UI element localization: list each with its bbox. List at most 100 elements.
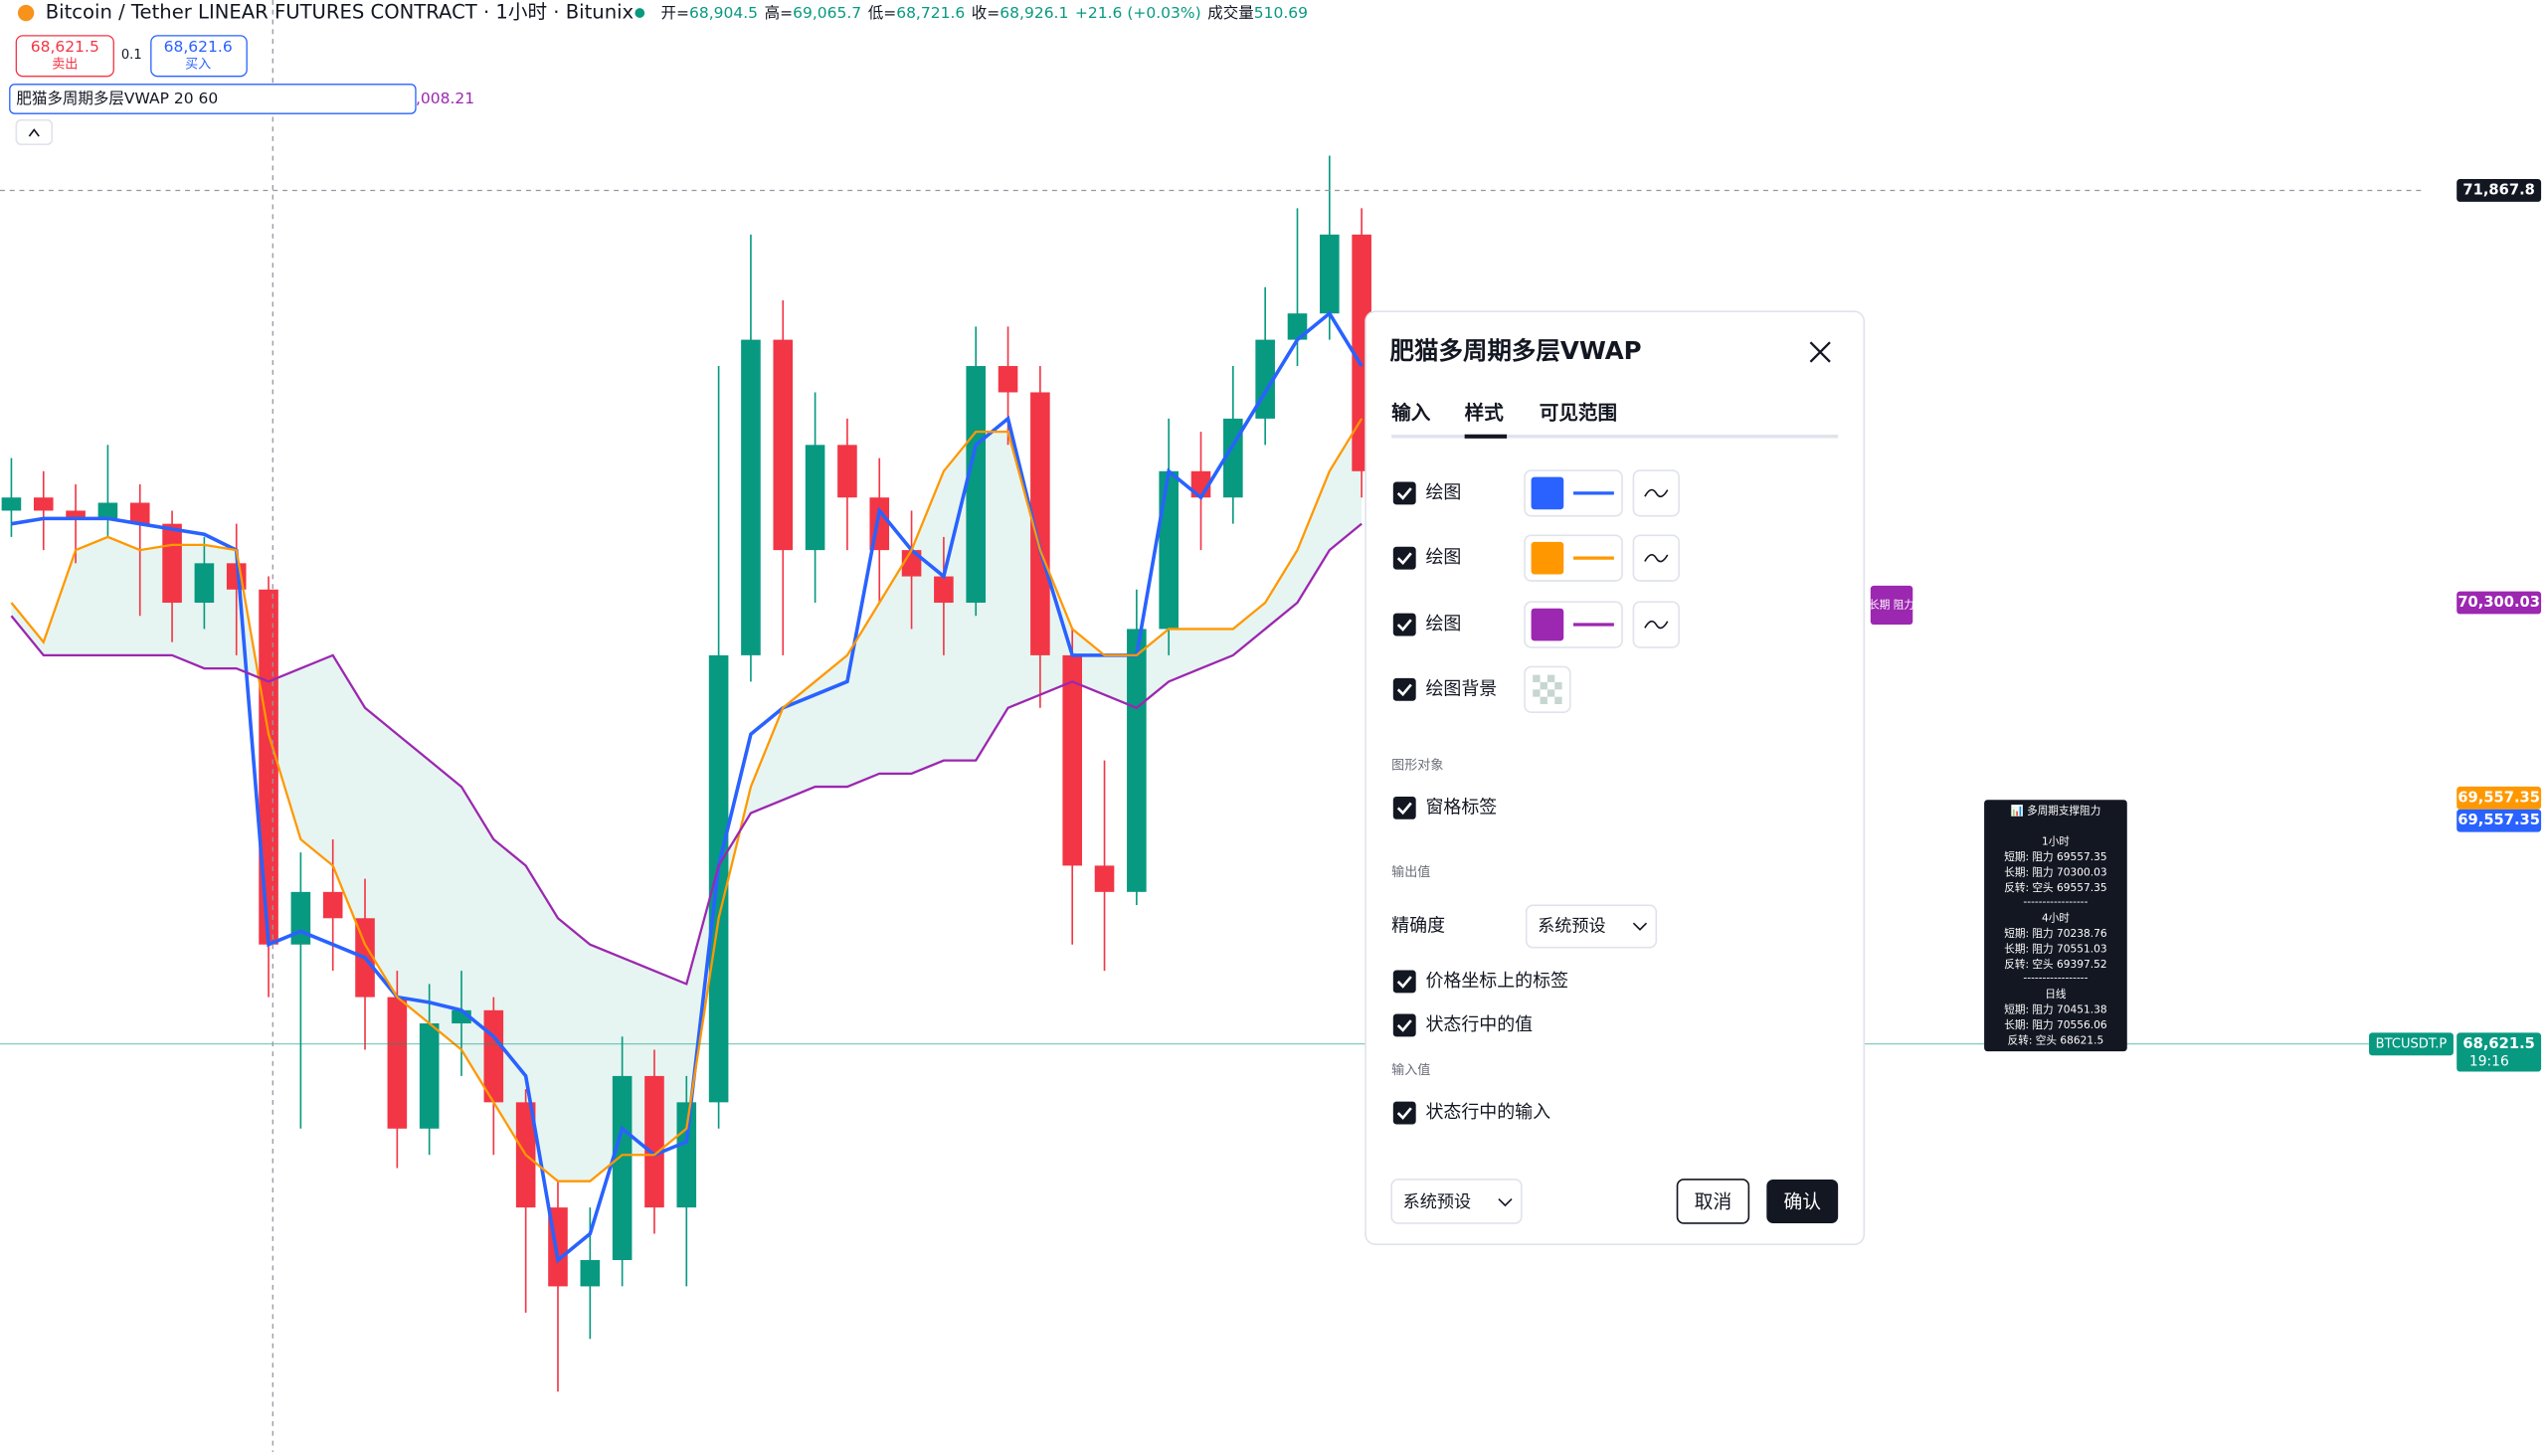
precision-value: 系统预设 [1538, 916, 1606, 936]
check-icon [1396, 976, 1412, 989]
candle-body [194, 563, 215, 603]
tooltip-section: 日线 [2045, 988, 2067, 1001]
wave-icon [1644, 553, 1669, 563]
checkbox[interactable] [1392, 481, 1416, 505]
option-label: 价格坐标上的标签 [1425, 971, 1568, 992]
check-icon [1396, 619, 1412, 632]
candle-body [1287, 313, 1308, 340]
candle-body [66, 510, 86, 519]
dialog-title: 肥猫多周期多层VWAP [1390, 336, 1642, 365]
ok-button[interactable] [1766, 1179, 1839, 1223]
price-tag [2456, 809, 2542, 832]
checker [1554, 696, 1562, 704]
market-time: 19:16 [2469, 1054, 2509, 1070]
checkbox[interactable] [1392, 1101, 1416, 1125]
dialog-box [1364, 310, 1866, 1246]
candle-body [1127, 629, 1147, 892]
checkbox[interactable] [1392, 677, 1416, 701]
tooltip-separator: ----------------- [2023, 973, 2088, 985]
checker [1533, 689, 1541, 697]
option-label: 状态行中的输入 [1425, 1102, 1550, 1123]
candle-body [644, 1075, 664, 1208]
option-label: 窗格标签 [1425, 797, 1497, 818]
ohlc-value: 69,065.7 [793, 4, 861, 22]
indicator-name: 肥猫多周期多层VWAP 20 60 [16, 90, 218, 107]
side-tag [1870, 585, 1913, 626]
section-label: 输入值 [1391, 1062, 1430, 1078]
checkbox[interactable] [1392, 796, 1416, 819]
sell-button[interactable] [15, 35, 114, 78]
checker [1540, 696, 1547, 704]
checkbox[interactable] [1392, 1013, 1416, 1037]
precision-label: 精确度 [1391, 915, 1445, 936]
ohlc-value: 68,721.6 [896, 4, 965, 22]
tooltip-section: 4小时 [2042, 911, 2070, 924]
candle-body [1320, 234, 1340, 314]
candle-body [580, 1259, 601, 1287]
candle-body [1094, 865, 1115, 892]
side-tag-text: 长期 阻力 [1869, 598, 1914, 611]
option-label: 绘图 [1425, 547, 1461, 568]
candle-body [387, 997, 408, 1129]
tab[interactable]: 输入 [1391, 401, 1431, 424]
price-tag [2456, 179, 2542, 202]
candle-body [162, 523, 182, 603]
candle-body [97, 502, 118, 519]
tooltip-line: 反转: 空头 68621.5 [2008, 1033, 2104, 1046]
chevron [1498, 1197, 1513, 1207]
candle-body [934, 576, 954, 603]
precision-select[interactable] [1525, 904, 1658, 949]
check-icon [1396, 683, 1412, 697]
buy-price: 68,621.6 [164, 38, 233, 56]
checker [1540, 681, 1547, 690]
price-tag [2456, 786, 2542, 810]
check-icon [1396, 1019, 1412, 1032]
price-axis: 71,867.8 70,300.03 69,557.35 69,557.35 68,62… [2369, 179, 2542, 1072]
checkbox[interactable] [1392, 613, 1416, 637]
sell-label: 卖出 [52, 58, 78, 73]
ohlc-value: 68,926.1 [1000, 4, 1068, 22]
check-icon [1396, 1107, 1412, 1120]
checker [1546, 689, 1555, 697]
candle-body [259, 589, 278, 945]
symbol-tag [2369, 1032, 2454, 1056]
cancel-button[interactable] [1676, 1179, 1750, 1224]
checker [1533, 674, 1541, 682]
color-swatch [1531, 476, 1564, 510]
tab[interactable]: 可见范围 [1540, 401, 1617, 424]
settings-dialog: 肥猫多周期多层VWAP 输入 样式 可见范围 绘图绘图绘图绘图背景窗格标签价格坐… [1364, 310, 1866, 1246]
candle-body [483, 1009, 504, 1103]
preset-select[interactable] [1390, 1179, 1523, 1224]
indicator-value: ,008.21 [416, 90, 474, 107]
ohlc-line: 开=68,904.5 高=69,065.7 低=68,721.6 收=68,926.1… [660, 4, 1308, 22]
market-price: 68,621.5 [2462, 1035, 2534, 1052]
sell-price: 68,621.5 [31, 38, 99, 56]
check-icon [1396, 552, 1412, 565]
candle-body [322, 891, 343, 919]
vwap-band [11, 418, 1363, 1182]
candle-body [33, 497, 54, 511]
indicator-legend[interactable] [9, 84, 417, 114]
candle-body [741, 339, 761, 655]
color-swatch [1531, 541, 1564, 575]
close-button[interactable] [1809, 341, 1831, 363]
plot-area [0, 155, 2427, 1392]
tab[interactable]: 样式 [1465, 401, 1505, 424]
preset-value: 系统预设 [1403, 1192, 1472, 1212]
volume: 510.69 [1254, 4, 1308, 22]
collapse-button[interactable] [15, 118, 54, 145]
tooltip-line: 反转: 空头 69557.35 [2004, 881, 2106, 894]
buy-button[interactable] [150, 35, 248, 78]
tooltip-separator: ----------------- [2023, 896, 2088, 908]
section-label: 输出值 [1391, 864, 1430, 880]
candle-body [129, 502, 150, 524]
option-label: 绘图背景 [1425, 678, 1497, 699]
ohlc-key: 收= [972, 4, 1000, 22]
price-tag-label: 69,557.35 [2457, 789, 2540, 806]
vwap-line [10, 418, 1364, 1183]
checkbox[interactable] [1392, 546, 1416, 570]
tooltip-line: 长期: 阻力 70551.03 [2004, 942, 2106, 955]
checkbox[interactable] [1392, 970, 1416, 994]
